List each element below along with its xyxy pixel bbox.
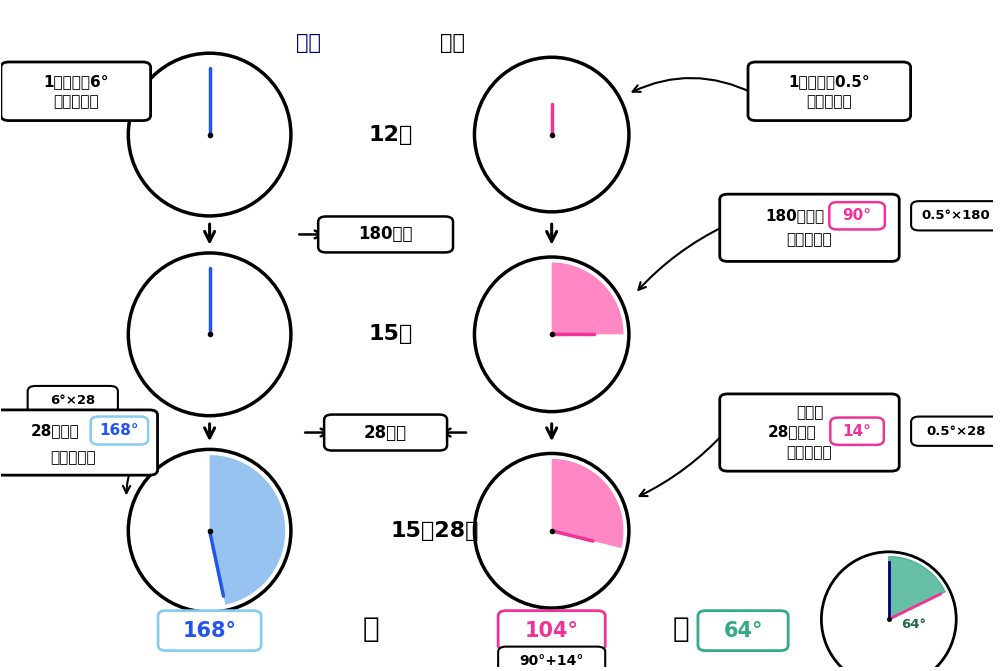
Text: 1分につき0.5°
右回転する: 1分につき0.5° 右回転する xyxy=(788,74,870,109)
Text: 14°: 14° xyxy=(843,423,872,439)
Text: 右回転する: 右回転する xyxy=(787,232,832,248)
Text: 180分後: 180分後 xyxy=(358,225,413,244)
Text: 12時: 12時 xyxy=(368,125,413,144)
Polygon shape xyxy=(552,459,624,548)
FancyBboxPatch shape xyxy=(324,415,447,450)
Text: 90°+14°: 90°+14° xyxy=(519,654,584,668)
FancyBboxPatch shape xyxy=(720,394,899,471)
FancyBboxPatch shape xyxy=(911,417,1000,446)
Text: 6°×28: 6°×28 xyxy=(50,394,95,407)
Text: 180分間で: 180分間で xyxy=(765,208,824,223)
FancyBboxPatch shape xyxy=(0,410,158,475)
FancyBboxPatch shape xyxy=(720,194,899,262)
Text: 64°: 64° xyxy=(901,618,926,631)
Text: 長針: 長針 xyxy=(296,33,321,53)
Text: 0.5°×180: 0.5°×180 xyxy=(922,209,991,222)
Text: 104°: 104° xyxy=(525,621,579,641)
Text: －: － xyxy=(362,615,379,643)
Text: 168°: 168° xyxy=(183,621,237,641)
FancyBboxPatch shape xyxy=(829,202,885,229)
Text: 1分につき6°
右回転する: 1分につき6° 右回転する xyxy=(43,74,109,109)
FancyBboxPatch shape xyxy=(91,417,148,444)
Polygon shape xyxy=(210,455,285,605)
Text: さらに: さらに xyxy=(796,405,823,420)
Polygon shape xyxy=(552,262,624,334)
Polygon shape xyxy=(889,556,945,619)
Text: 短針: 短針 xyxy=(440,33,465,53)
FancyBboxPatch shape xyxy=(498,647,605,671)
Text: ＝: ＝ xyxy=(672,615,689,643)
FancyBboxPatch shape xyxy=(911,201,1000,230)
Text: 28分後: 28分後 xyxy=(364,423,407,442)
Text: 168°: 168° xyxy=(100,423,139,438)
FancyBboxPatch shape xyxy=(698,611,788,651)
FancyBboxPatch shape xyxy=(1,62,151,121)
Text: 64°: 64° xyxy=(723,621,763,641)
FancyBboxPatch shape xyxy=(28,386,118,415)
Text: 28分間で: 28分間で xyxy=(767,423,816,439)
FancyBboxPatch shape xyxy=(748,62,911,121)
Text: 90°: 90° xyxy=(843,208,872,223)
Text: 15時: 15時 xyxy=(368,324,413,344)
Text: 右回転する: 右回転する xyxy=(787,445,832,460)
Text: 右回転する: 右回転する xyxy=(50,450,96,465)
FancyBboxPatch shape xyxy=(830,417,884,445)
FancyBboxPatch shape xyxy=(498,611,605,651)
FancyBboxPatch shape xyxy=(318,217,453,252)
Text: 0.5°×28: 0.5°×28 xyxy=(926,425,986,437)
FancyBboxPatch shape xyxy=(158,611,261,651)
Text: 15時28分: 15時28分 xyxy=(391,521,479,541)
Text: 28分間で: 28分間で xyxy=(31,423,79,438)
